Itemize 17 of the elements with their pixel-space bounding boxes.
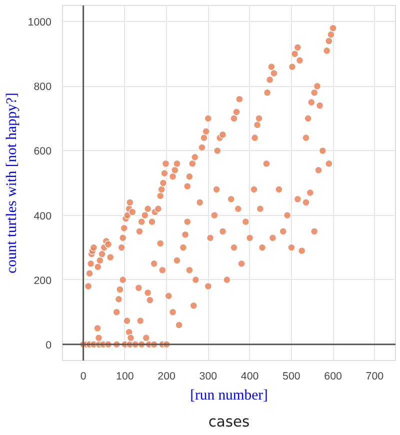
y-axis-title: count turtles with [not happy?]	[4, 92, 20, 274]
text: cases	[208, 414, 250, 430]
y-tick-label: 0	[46, 339, 52, 352]
x-axis-title: [run number]	[190, 388, 268, 404]
y-tick-label: 600	[34, 146, 52, 158]
x-tick-label: 100	[116, 370, 134, 382]
y-tick-label: 200	[34, 274, 52, 287]
x-tick-label: 0	[80, 370, 86, 382]
y-tick-label: 1000	[28, 16, 52, 29]
x-tick-label: 600	[324, 370, 342, 382]
x-tick-label: 500	[282, 370, 300, 382]
y-tick-label: 400	[34, 210, 52, 222]
y-tick-label: 800	[34, 81, 52, 94]
x-tick-label: 700	[366, 370, 384, 382]
x-tick-label: 200	[158, 370, 176, 382]
x-tick-label: 300	[199, 370, 218, 382]
x-tick-label: 400	[240, 370, 259, 382]
